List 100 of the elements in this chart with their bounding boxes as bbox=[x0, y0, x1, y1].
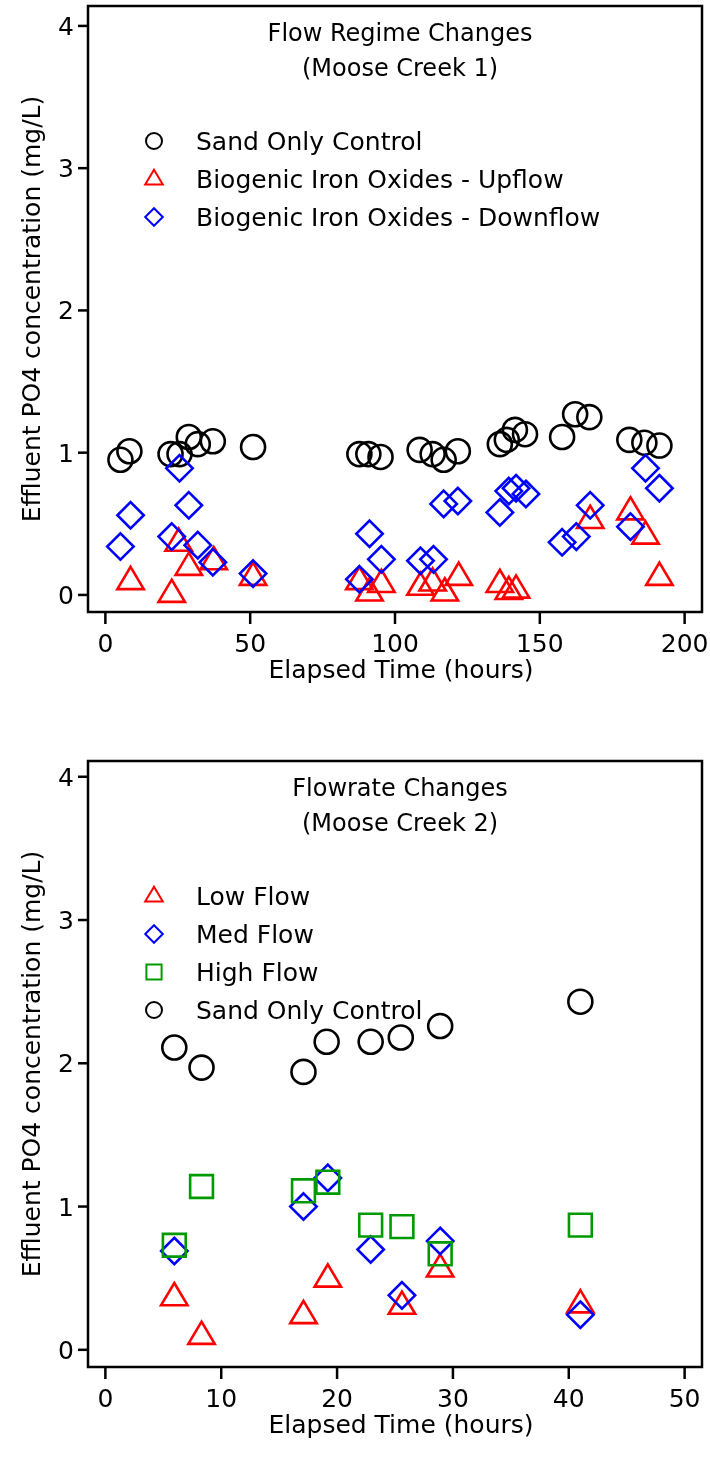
point bbox=[239, 433, 267, 461]
x-tick-label: 100 bbox=[371, 629, 419, 658]
point bbox=[419, 544, 449, 574]
point bbox=[313, 1028, 340, 1056]
point bbox=[644, 561, 674, 587]
point bbox=[188, 1054, 215, 1081]
point bbox=[406, 436, 433, 464]
point bbox=[511, 479, 541, 509]
point bbox=[157, 578, 187, 604]
point bbox=[511, 420, 539, 448]
point bbox=[165, 453, 195, 483]
point bbox=[389, 1213, 415, 1240]
y-axis-title: Effluent PO4 concentration (mg/L) bbox=[17, 850, 46, 1278]
point bbox=[183, 530, 213, 560]
point bbox=[157, 522, 187, 552]
point bbox=[356, 1235, 386, 1265]
point bbox=[485, 497, 515, 527]
point bbox=[357, 1028, 384, 1056]
point bbox=[174, 551, 204, 577]
point bbox=[567, 1212, 594, 1238]
point bbox=[430, 446, 457, 474]
text: Flow Regime Changes bbox=[267, 19, 533, 47]
y-axis-title: Effluent PO4 concentration (mg/L) bbox=[17, 95, 46, 523]
point bbox=[486, 430, 514, 458]
x-axis-title: Elapsed Time (hours) bbox=[268, 655, 534, 684]
point bbox=[561, 400, 589, 428]
legend-label: Sand Only Control bbox=[196, 127, 423, 156]
x-tick-label: 0 bbox=[97, 629, 114, 658]
legend-label: Med Flow bbox=[196, 920, 314, 949]
point bbox=[485, 568, 515, 594]
point bbox=[346, 440, 373, 468]
y-tick-label: 1 bbox=[58, 1192, 74, 1222]
legend-label: High Flow bbox=[196, 958, 319, 987]
x-tick-label: 50 bbox=[668, 1384, 701, 1413]
x-axis-title: Elapsed Time (hours) bbox=[268, 1410, 534, 1439]
point bbox=[616, 426, 643, 454]
point bbox=[184, 430, 212, 458]
y-tick-label: 3 bbox=[58, 154, 74, 184]
point bbox=[188, 1173, 215, 1200]
point bbox=[387, 1024, 415, 1051]
point bbox=[157, 440, 184, 468]
y-tick-label: 4 bbox=[58, 11, 74, 41]
x-tick-label: 40 bbox=[552, 1384, 585, 1413]
point bbox=[444, 561, 474, 587]
point bbox=[444, 437, 472, 465]
point bbox=[290, 1178, 317, 1204]
point bbox=[355, 440, 382, 468]
point bbox=[418, 567, 448, 592]
text: (Moose Creek 1) bbox=[301, 54, 499, 82]
point bbox=[116, 437, 143, 465]
x-tick-label: 0 bbox=[97, 1384, 114, 1413]
y-tick-label: 3 bbox=[58, 906, 74, 936]
point bbox=[199, 428, 227, 455]
x-tick-label: 20 bbox=[321, 1384, 353, 1413]
x-tick-label: 30 bbox=[437, 1384, 469, 1413]
point bbox=[405, 571, 435, 597]
point bbox=[501, 416, 529, 444]
point bbox=[198, 547, 228, 577]
point bbox=[430, 576, 460, 602]
point bbox=[419, 440, 446, 468]
x-tick-label: 200 bbox=[660, 629, 709, 658]
y-tick-label: 1 bbox=[58, 438, 74, 468]
point bbox=[357, 1212, 384, 1238]
point bbox=[426, 1012, 454, 1040]
point bbox=[548, 423, 576, 451]
point bbox=[493, 426, 521, 454]
y-tick-label: 2 bbox=[58, 296, 74, 326]
y-tick-label: 0 bbox=[58, 580, 74, 610]
legend-label: Sand Only Control bbox=[196, 996, 423, 1025]
y-tick-label: 4 bbox=[58, 762, 74, 792]
point bbox=[161, 1034, 188, 1061]
point bbox=[644, 473, 674, 503]
point bbox=[366, 568, 396, 594]
point bbox=[646, 432, 673, 459]
point bbox=[615, 512, 645, 542]
point bbox=[494, 476, 524, 506]
text: (Moose Creek 2) bbox=[301, 809, 499, 837]
point bbox=[161, 1232, 188, 1258]
point bbox=[116, 500, 146, 530]
point bbox=[107, 446, 134, 474]
point bbox=[367, 443, 394, 471]
point bbox=[105, 532, 135, 562]
point bbox=[387, 1280, 417, 1310]
point bbox=[174, 490, 204, 520]
point bbox=[565, 1300, 595, 1330]
point bbox=[501, 473, 531, 503]
x-tick-label: 150 bbox=[515, 629, 564, 658]
y-tick-label: 0 bbox=[58, 1335, 74, 1365]
point bbox=[561, 522, 591, 552]
point bbox=[631, 453, 661, 483]
x-tick-label: 50 bbox=[234, 629, 267, 658]
legend-label: Low Flow bbox=[196, 882, 311, 911]
point bbox=[355, 519, 385, 549]
point bbox=[366, 544, 396, 574]
point bbox=[116, 565, 146, 591]
point bbox=[166, 440, 193, 468]
point bbox=[575, 490, 605, 520]
point bbox=[576, 403, 603, 431]
point bbox=[290, 1058, 317, 1086]
point bbox=[494, 575, 524, 601]
